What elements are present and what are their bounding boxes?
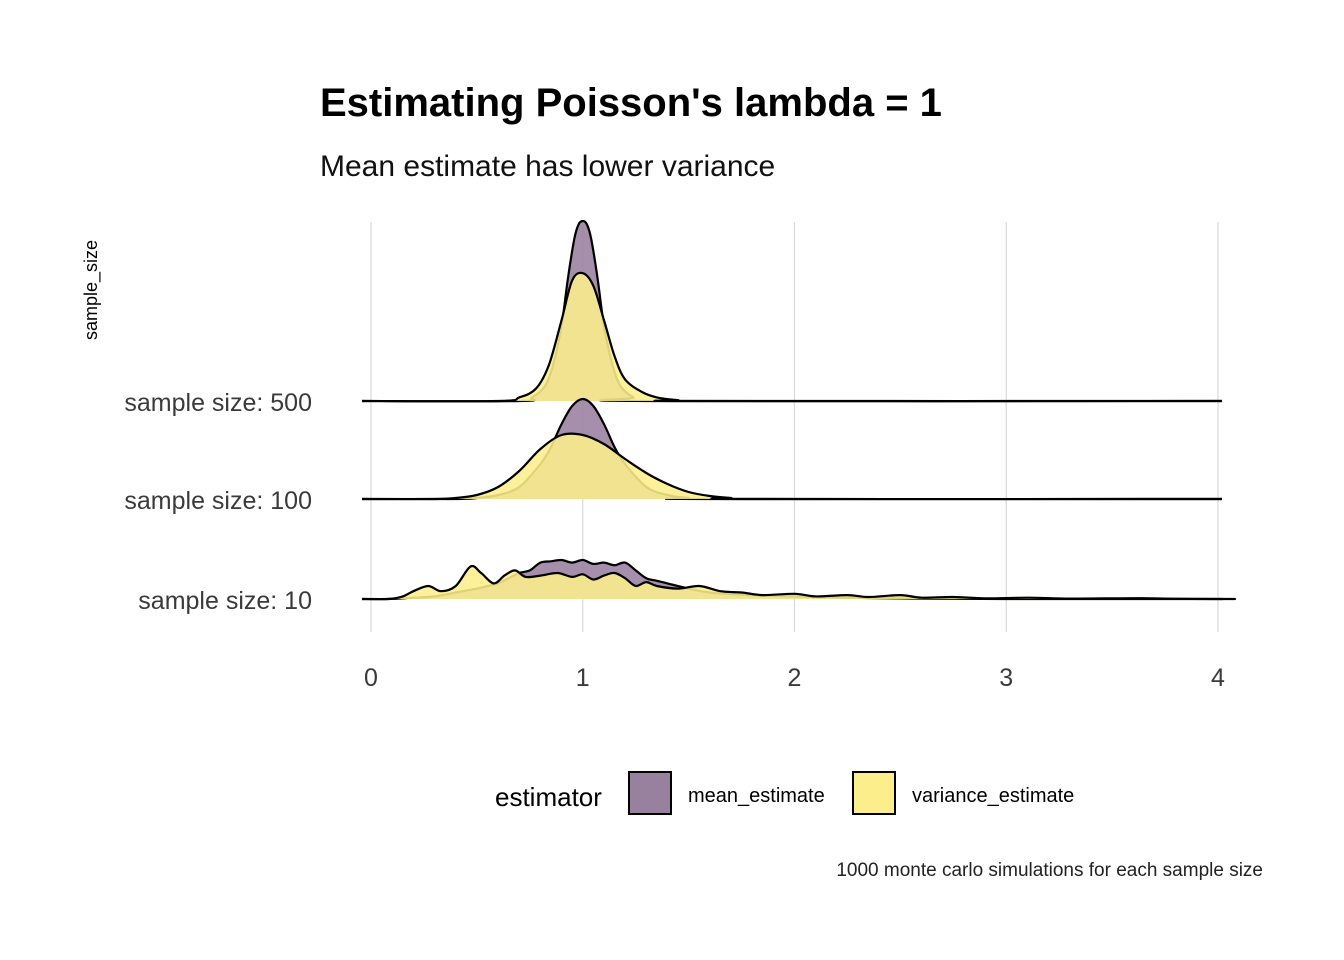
density-outline-variance-estimate-n100 — [361, 432, 1223, 501]
row-labels: sample size: 500 sample size: 100 sample s… — [124, 389, 312, 615]
legend-title: estimator — [495, 782, 602, 812]
chart-title: Estimating Poisson's lambda = 1 — [320, 81, 942, 125]
chart-caption: 1000 monte carlo simulations for each sa… — [836, 860, 1263, 881]
x-tick-label-1: 1 — [576, 664, 590, 692]
density-outline-mean-estimate-n500 — [361, 219, 1223, 403]
density-area-variance-estimate-n500 — [362, 272, 1222, 402]
grid-lines — [370, 222, 1219, 632]
ridge-row-n500 — [361, 219, 1223, 403]
x-tick-label-2: 2 — [788, 664, 802, 692]
density-outline-variance-estimate-n10 — [361, 564, 1224, 601]
density-area-variance-estimate-n10 — [362, 566, 1223, 600]
y-axis-label: sample_size — [81, 240, 102, 340]
x-tick-label-3: 3 — [999, 664, 1013, 692]
density-outline-variance-estimate-n500 — [361, 271, 1223, 403]
row-label-n500: sample size: 500 — [124, 389, 312, 417]
density-area-mean-estimate-n500 — [362, 221, 1222, 402]
ridgelines — [361, 219, 1236, 601]
ridge-row-n100 — [361, 397, 1223, 501]
density-outline-mean-estimate-n100 — [361, 397, 1223, 501]
legend: estimator mean_estimate variance_estimat… — [495, 771, 1074, 815]
legend-label-mean-estimate: mean_estimate — [688, 785, 825, 807]
x-tick-label-0: 0 — [364, 664, 378, 692]
density-area-mean-estimate-n100 — [362, 399, 1222, 500]
row-label-n10: sample size: 10 — [138, 587, 312, 615]
legend-swatch-variance-estimate — [852, 771, 896, 815]
legend-label-variance-estimate: variance_estimate — [912, 785, 1074, 807]
density-area-variance-estimate-n100 — [362, 433, 1222, 500]
ridge-row-n10 — [361, 558, 1236, 601]
legend-swatch-mean-estimate — [628, 771, 672, 815]
chart-subtitle: Mean estimate has lower variance — [320, 150, 775, 183]
row-label-n100: sample size: 100 — [124, 487, 312, 515]
x-tick-label-4: 4 — [1211, 664, 1225, 692]
x-axis-ticks: 0 1 2 3 4 — [364, 664, 1225, 692]
